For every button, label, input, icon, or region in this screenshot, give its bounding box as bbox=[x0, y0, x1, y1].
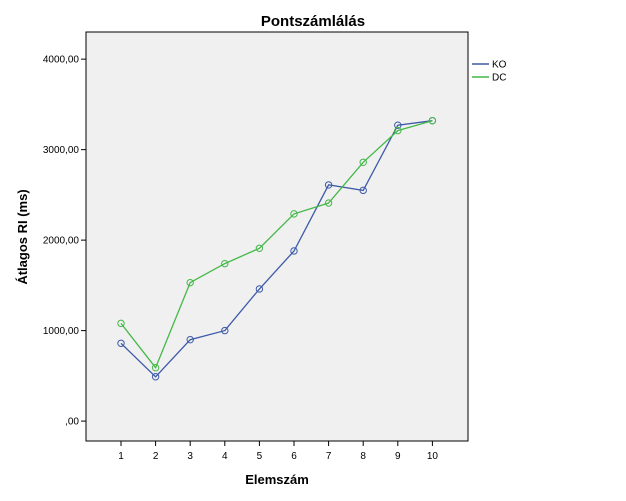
data-point-dc bbox=[186, 278, 194, 287]
x-tick-label: 8 bbox=[360, 451, 366, 462]
x-axis: 1 2 3 4 5 6 7 8 9 10 bbox=[118, 441, 438, 462]
x-tick-label: 4 bbox=[222, 451, 228, 462]
series-layer bbox=[117, 116, 437, 381]
x-tick-label: 6 bbox=[291, 451, 297, 462]
data-point-ko bbox=[151, 373, 160, 381]
data-point-ko bbox=[359, 186, 367, 195]
data-point-dc bbox=[428, 116, 437, 125]
y-tick-label: 1000,00 bbox=[43, 326, 80, 337]
data-point-ko bbox=[221, 326, 229, 335]
series-line-ko bbox=[120, 120, 433, 378]
x-tick-label: 1 bbox=[118, 451, 124, 462]
plot-area bbox=[85, 31, 469, 442]
x-tick-label: 3 bbox=[187, 451, 193, 462]
x-tick-label: 7 bbox=[326, 451, 332, 462]
y-tick-label: ,00 bbox=[65, 417, 79, 428]
data-point-dc bbox=[394, 126, 402, 135]
data-point-ko bbox=[394, 121, 402, 129]
data-point-dc bbox=[290, 210, 298, 218]
chart-title: Pontszámlálás bbox=[261, 13, 365, 30]
x-tick-label: 2 bbox=[153, 451, 159, 462]
data-point-dc bbox=[117, 319, 125, 328]
series-line-dc bbox=[120, 120, 433, 369]
y-tick-label: 3000,00 bbox=[43, 145, 80, 156]
legend: KO DC bbox=[472, 60, 507, 84]
x-tick-label: 10 bbox=[427, 451, 439, 462]
data-point-ko bbox=[255, 285, 264, 293]
data-point-ko bbox=[290, 247, 298, 255]
data-point-dc bbox=[151, 364, 160, 372]
legend-label: KO bbox=[492, 60, 507, 71]
x-axis-label: Elemszám bbox=[245, 472, 309, 487]
y-tick-label: 2000,00 bbox=[43, 236, 80, 247]
data-point-ko bbox=[186, 335, 194, 344]
data-point-dc bbox=[221, 259, 229, 268]
legend-label: DC bbox=[492, 73, 506, 84]
y-axis: ,00 1000,00 2000,00 3000,00 4000,00 bbox=[43, 55, 86, 428]
data-point-dc bbox=[359, 158, 367, 167]
x-tick-label: 5 bbox=[257, 451, 263, 462]
data-point-ko bbox=[324, 181, 333, 189]
data-point-ko bbox=[117, 339, 125, 347]
y-tick-label: 4000,00 bbox=[43, 55, 80, 66]
y-axis-label: Átlagos RI (ms) bbox=[15, 189, 30, 284]
data-point-dc bbox=[324, 199, 333, 207]
x-tick-label: 9 bbox=[395, 451, 401, 462]
data-point-dc bbox=[255, 244, 264, 252]
